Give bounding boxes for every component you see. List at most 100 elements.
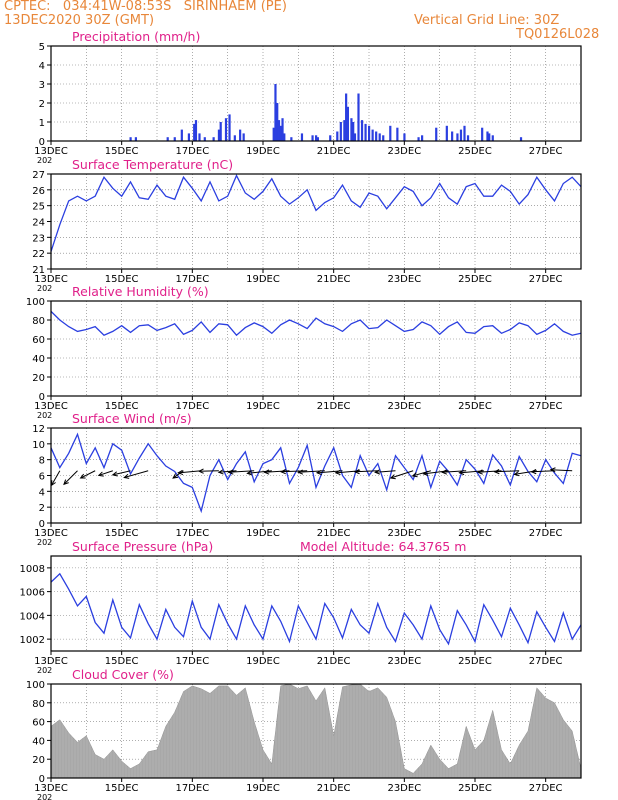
wind-arrow-head xyxy=(79,473,86,479)
precip-bar xyxy=(336,131,339,141)
wind-arrow-head xyxy=(217,469,224,475)
wind-arrow xyxy=(476,469,502,475)
wind-ytick-label: 12 xyxy=(32,424,45,435)
wind-arrow-shaft xyxy=(264,470,290,473)
wind-arrow-head xyxy=(111,471,118,477)
wind-arrow-shaft xyxy=(172,470,184,479)
humidity-xtick-label: 27DEC xyxy=(529,401,563,412)
wind-arrow-shaft xyxy=(80,470,96,479)
wind-arrow-head xyxy=(530,468,537,475)
humidity-frame xyxy=(50,300,582,397)
cloud-ytick-label: 60 xyxy=(32,718,45,729)
wind-xtick-label: 23DEC xyxy=(387,528,421,539)
wind-arrow xyxy=(227,469,255,475)
precip-ytick-label: 3 xyxy=(39,80,45,91)
humidity-ytick-label: 0 xyxy=(39,392,45,403)
wind-arrow-head xyxy=(411,472,418,478)
wind-ytick-label: 0 xyxy=(39,519,45,530)
wind-arrow xyxy=(389,470,414,480)
precip-bar xyxy=(228,114,231,141)
temp-xtick-label: 21DEC xyxy=(317,274,351,285)
wind-arrow-head xyxy=(97,471,104,477)
precip-bar xyxy=(459,129,463,141)
humidity-xtick-label: 23DEC xyxy=(387,401,421,412)
precip-ytick-label: 0 xyxy=(39,137,45,148)
wind-arrow-head xyxy=(513,471,520,477)
precip-xtick-label: 27DEC xyxy=(529,146,563,157)
precip-bar xyxy=(445,125,448,141)
precip-bar xyxy=(193,123,196,141)
precip-bar xyxy=(396,127,399,141)
precip-bar xyxy=(129,137,132,141)
precip-bar xyxy=(300,133,304,141)
precip-bar xyxy=(403,133,406,141)
precip-bar xyxy=(378,133,381,141)
precip-bar xyxy=(519,137,523,141)
humidity-ytick-label: 100 xyxy=(26,297,45,308)
pressure-xtick-label: 13DEC xyxy=(34,656,68,667)
precip-xtick-label: 17DEC xyxy=(175,146,209,157)
wind-ytick-label: 2 xyxy=(39,503,45,514)
cloud-xtick-label: 19DEC xyxy=(246,783,280,794)
precip-bar xyxy=(368,125,371,141)
wind-arrow-shaft xyxy=(550,469,573,472)
precip-ytick-label: 2 xyxy=(39,99,45,110)
wind-arrow-head xyxy=(280,468,286,475)
wind-arrow xyxy=(123,470,149,479)
wind-xtick-label: 13DEC xyxy=(34,528,68,539)
precip-bar xyxy=(242,133,245,141)
wind-arrow-head xyxy=(422,470,429,476)
pressure-ytick-label: 1004 xyxy=(20,611,45,622)
wind-arrow xyxy=(50,470,61,487)
temp-xtick-label: 19DEC xyxy=(246,274,280,285)
wind-arrow-head xyxy=(441,469,448,475)
pressure-year-label: 202 xyxy=(37,666,52,675)
precip-title: Precipitation (mm/h) xyxy=(72,29,200,44)
pressure-xtick-label: 21DEC xyxy=(317,656,351,667)
humidity-year-label: 202 xyxy=(37,411,52,420)
precip-bar xyxy=(435,127,438,141)
precip-bar xyxy=(239,129,242,141)
pressure-xtick-label: 25DEC xyxy=(458,656,492,667)
pressure-frame xyxy=(50,555,582,652)
humidity-ytick-label: 40 xyxy=(32,354,45,365)
wind-arrow-head xyxy=(197,468,204,474)
cloud-ytick-label: 0 xyxy=(39,774,45,785)
precip-xtick-label: 25DEC xyxy=(458,146,492,157)
wind-arrow-shaft xyxy=(178,470,202,474)
humidity-panel: 0 20 40 60 80 100 13DEC 15DEC 17DEC 19DEC 21DEC 23D… xyxy=(26,284,582,420)
precip-bar xyxy=(233,135,236,141)
wind-arrow xyxy=(177,469,202,476)
precip-bar xyxy=(217,129,221,141)
precip-bar xyxy=(417,137,420,141)
wind-arrow-head xyxy=(297,469,304,475)
precip-bar xyxy=(389,125,392,141)
humidity-xtick-label: 25DEC xyxy=(458,401,492,412)
precip-bar xyxy=(375,131,378,141)
temp-ytick-label: 23 xyxy=(32,233,45,244)
cloud-xtick-label: 21DEC xyxy=(317,783,351,794)
wind-arrow xyxy=(97,470,113,477)
cloud-frame xyxy=(50,683,582,779)
precip-bar xyxy=(343,120,346,141)
wind-arrow-head xyxy=(334,469,341,476)
precip-bar xyxy=(456,133,459,141)
wind-arrow-shaft xyxy=(124,470,149,478)
wind-frame xyxy=(50,427,582,524)
wind-arrow-shaft xyxy=(98,470,113,476)
wind-arrow xyxy=(246,470,272,476)
temp-ytick-label: 21 xyxy=(32,265,45,276)
precip-bar xyxy=(203,137,206,141)
precip-bar xyxy=(281,118,284,141)
grid-note: Vertical Grid Line: 30Z xyxy=(414,13,560,28)
precip-bar xyxy=(290,137,293,141)
wind-xtick-label: 15DEC xyxy=(105,528,139,539)
wind-panel: 0 2 4 6 8 10 12 13DEC 15DEC 17DEC 19DEC 21DEC 23DEC 2… xyxy=(32,411,582,547)
wind-arrow-shaft xyxy=(354,470,378,473)
wind-arrow-head xyxy=(315,469,322,476)
humidity-title: Relative Humidity (%) xyxy=(72,284,209,299)
temp-series-line xyxy=(50,174,582,252)
pressure-panel: 1002 1004 1006 1008 13DEC 15DEC 17DEC 19DEC 21DE… xyxy=(20,539,582,675)
wind-arrow-head xyxy=(227,469,234,475)
